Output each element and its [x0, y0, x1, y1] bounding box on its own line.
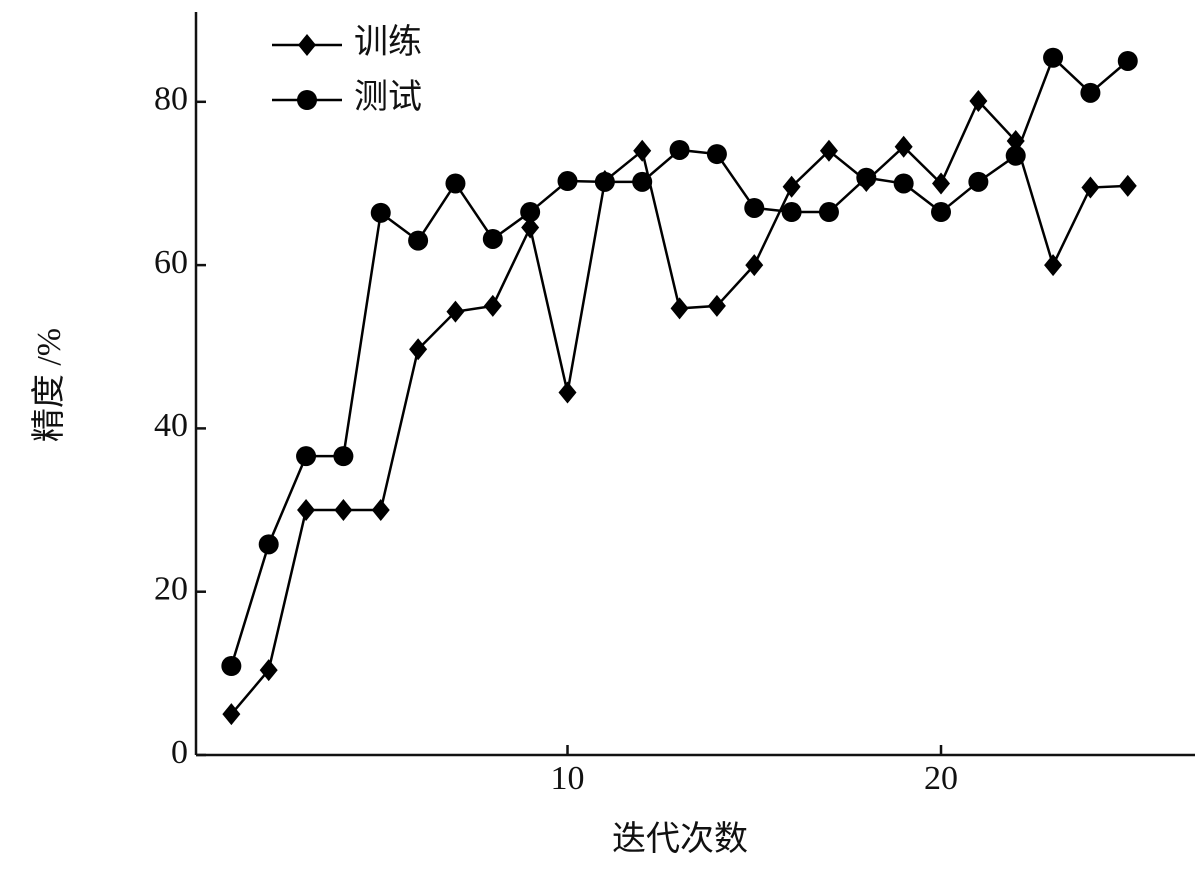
diamond-marker: [894, 135, 913, 158]
diamond-marker: [1081, 176, 1100, 199]
y-tick-label: 80: [154, 81, 188, 118]
diamond-marker: [819, 139, 838, 162]
circle-marker: [297, 90, 317, 110]
circle-marker: [1080, 82, 1101, 103]
diamond-marker: [409, 338, 428, 361]
circle-marker: [594, 171, 615, 192]
y-tick-label: 40: [154, 407, 188, 444]
diamond-marker: [932, 172, 951, 195]
diamond-marker: [1044, 254, 1063, 277]
circle-marker: [1005, 145, 1026, 166]
circle-marker: [296, 446, 317, 467]
diamond-marker: [259, 659, 278, 682]
diamond-marker: [707, 294, 726, 317]
circle-marker: [744, 197, 765, 218]
diamond-marker: [297, 499, 316, 522]
circle-marker: [445, 173, 466, 194]
diamond-marker: [1118, 174, 1137, 197]
diamond-marker: [521, 216, 540, 239]
x-tick-label: 20: [924, 760, 958, 797]
diamond-marker: [222, 703, 241, 726]
y-tick-label: 0: [171, 734, 188, 771]
circle-marker: [632, 171, 653, 192]
circle-marker: [520, 202, 541, 223]
circle-marker: [370, 202, 391, 223]
diamond-marker: [969, 89, 988, 112]
diamond-marker: [483, 294, 502, 317]
diamond-marker: [782, 175, 801, 198]
circle-marker: [557, 171, 578, 192]
diamond-marker: [334, 499, 353, 522]
circle-marker: [258, 534, 279, 555]
circle-marker: [482, 228, 503, 249]
circle-marker: [893, 173, 914, 194]
y-tick-label: 60: [154, 244, 188, 281]
legend-label: 测试: [354, 79, 422, 116]
diamond-marker: [558, 381, 577, 404]
circle-marker: [968, 171, 989, 192]
diamond-marker: [745, 254, 764, 277]
circle-marker: [1043, 47, 1064, 68]
x-tick-label: 10: [551, 760, 585, 797]
circle-marker: [221, 656, 242, 677]
circle-marker: [818, 202, 839, 223]
x-axis-label: 迭代次数: [612, 820, 748, 858]
diamond-marker: [446, 300, 465, 323]
circle-marker: [931, 202, 952, 223]
legend-label: 训练: [354, 23, 422, 61]
series-line: [230, 98, 1128, 715]
y-tick-label: 20: [154, 571, 188, 608]
circle-marker: [781, 202, 802, 223]
diamond-marker: [670, 297, 689, 320]
circle-marker: [333, 446, 354, 467]
circle-marker: [706, 144, 727, 165]
circle-marker: [856, 167, 877, 188]
diamond-marker: [371, 499, 390, 522]
diamond-marker: [298, 34, 316, 56]
diamond-marker: [633, 139, 652, 162]
circle-marker: [1117, 50, 1138, 71]
y-axis-label: 精度 /%: [30, 328, 68, 442]
circle-marker: [408, 230, 429, 251]
circle-marker: [669, 139, 690, 160]
